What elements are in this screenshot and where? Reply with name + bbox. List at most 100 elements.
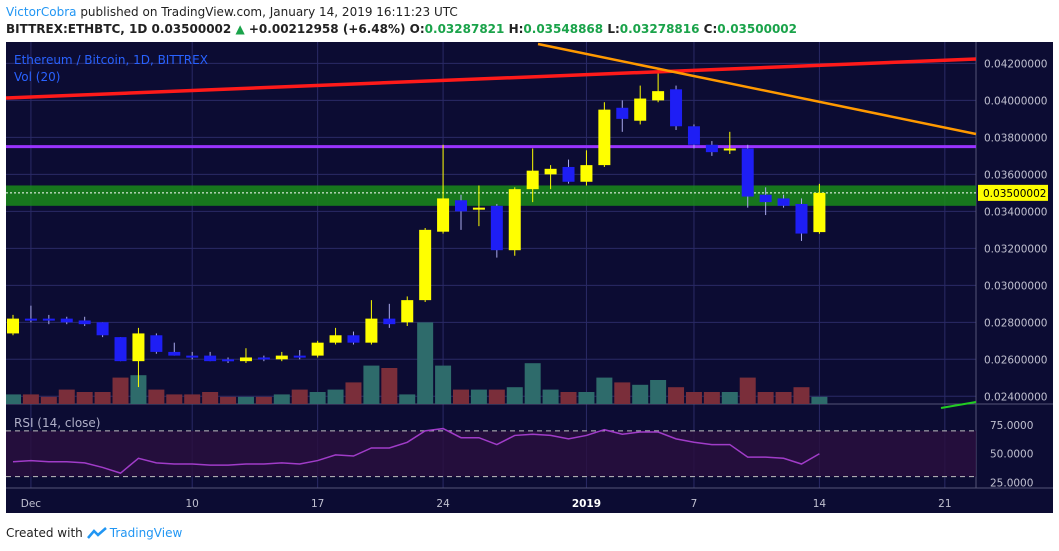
close-value: 0.03500002 [717, 22, 797, 36]
author-link[interactable]: VictorCobra [6, 5, 77, 19]
time-tick-label: 21 [938, 498, 951, 510]
price-tick-label: 0.03800000 [984, 132, 1047, 144]
rsi-tick-label: 50.0000 [990, 449, 1033, 461]
ohlc-bar: BITTREX:ETHBTC, 1D 0.03500002 ▲ +0.00212… [6, 22, 797, 36]
publish-info: VictorCobra published on TradingView.com… [6, 5, 458, 19]
volume-bar [6, 394, 21, 404]
volume-bar [417, 322, 434, 404]
volume-bar [399, 394, 416, 404]
time-tick-label: 24 [436, 498, 450, 510]
low-label: L: [607, 22, 620, 36]
volume-bar [793, 387, 810, 404]
volume-bar [130, 375, 147, 404]
candle-body [616, 107, 629, 119]
last-price-tag [978, 184, 1048, 201]
candle-body [472, 207, 485, 210]
last-price-tag-label: 0.03500002 [983, 188, 1046, 200]
change-arrow-icon: ▲ [235, 22, 245, 36]
candle-body [42, 318, 55, 321]
candle-body [168, 351, 181, 356]
volume-bar [650, 380, 667, 404]
volume-bar [632, 384, 649, 404]
rsi-tick-label: 25.0000 [990, 477, 1033, 489]
price-tick-label: 0.03200000 [984, 243, 1047, 255]
volume-bar [309, 392, 326, 404]
candle-body [132, 333, 145, 362]
candle-body [204, 355, 217, 362]
chart-title: Ethereum / Bitcoin, 1D, BITTREX [14, 53, 208, 67]
time-tick-label: 17 [311, 498, 324, 510]
candle-body [490, 205, 503, 251]
tradingview-brand[interactable]: TradingView [86, 526, 182, 540]
candle-body [239, 357, 252, 362]
high-label: H: [508, 22, 524, 36]
candle-body [777, 198, 790, 206]
volume-bar [614, 382, 631, 404]
candle-body [60, 318, 73, 323]
volume-bar [327, 389, 344, 404]
candle-body [562, 166, 575, 182]
volume-bar [470, 389, 487, 404]
volume-bar [112, 377, 129, 404]
candle-body [670, 89, 683, 127]
volume-bar [560, 392, 577, 404]
candle-body [526, 170, 539, 190]
volume-bar [166, 394, 183, 404]
price-chart[interactable]: 0.04200000 0.04000000 0.03800000 0.03600000… [6, 42, 1053, 513]
volume-bar [757, 392, 774, 404]
candle-body [419, 229, 432, 301]
candle-body [78, 320, 91, 325]
last-price: 0.03500002 [151, 22, 232, 36]
candle-body [365, 318, 378, 343]
candle-body [687, 126, 700, 145]
price-tick-label: 0.03600000 [984, 169, 1047, 181]
open-value: 0.03287821 [424, 22, 505, 36]
tradingview-logo-icon [86, 527, 107, 539]
created-with-text: Created with [6, 526, 83, 540]
volume-bar [775, 392, 792, 404]
volume-bar [739, 377, 756, 404]
volume-bar [255, 396, 272, 404]
candle-body [383, 318, 396, 325]
candle-body [508, 189, 521, 251]
candle-body [652, 91, 665, 101]
volume-bar [148, 389, 165, 404]
price-tick-label: 0.04200000 [984, 58, 1047, 70]
candle-body [723, 148, 736, 151]
candle-body [311, 342, 324, 356]
rsi-label: RSI (14, close) [14, 416, 101, 430]
change-value: +0.00212958 (+6.48%) [248, 22, 406, 36]
footer: Created with TradingView [6, 526, 182, 540]
publish-text: published on TradingView.com, January 14… [80, 5, 458, 19]
volume-bar [703, 392, 720, 404]
volume-bar [578, 392, 595, 404]
volume-bar [345, 382, 362, 404]
candle-body [96, 322, 109, 336]
volume-bar [291, 389, 308, 404]
volume-bar [220, 396, 237, 404]
volume-bar [524, 363, 541, 404]
volume-bar [453, 389, 469, 404]
green-trendline [940, 401, 977, 409]
candle-body [437, 198, 450, 232]
candle-body [813, 192, 826, 233]
high-value: 0.03548868 [523, 22, 604, 36]
volume-bar [237, 396, 254, 404]
volume-bar [363, 365, 380, 404]
volume-bar [273, 394, 290, 404]
open-label: O: [409, 22, 425, 36]
candle-body [401, 300, 414, 323]
close-label: C: [703, 22, 718, 36]
candle-body [795, 203, 808, 234]
symbol-label: BITTREX:ETHBTC, 1D [6, 22, 148, 36]
price-tick-label: 0.02400000 [984, 391, 1047, 403]
volume-bar [488, 389, 505, 404]
candle-body [186, 355, 199, 358]
low-value: 0.03278816 [619, 22, 700, 36]
candle-body [741, 148, 754, 197]
candle-body [634, 98, 647, 121]
price-tick-label: 0.03000000 [984, 280, 1047, 292]
orange-trendline [537, 42, 977, 136]
rsi-tick-label: 75.0000 [990, 420, 1033, 432]
candle-body [759, 194, 772, 203]
